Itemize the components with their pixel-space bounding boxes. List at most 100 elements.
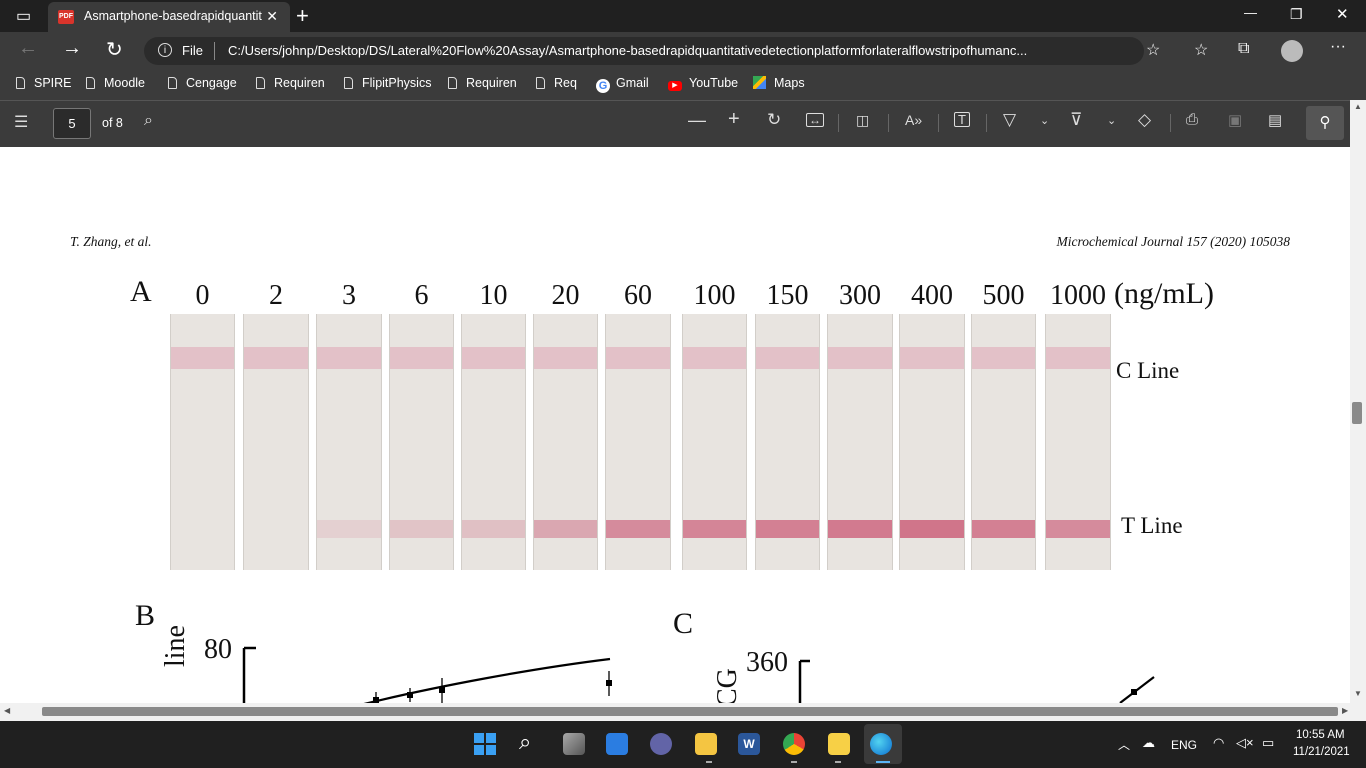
fit-width-icon[interactable]: ↔	[806, 113, 824, 127]
forward-icon[interactable]: →	[62, 37, 82, 59]
teams-chat-icon[interactable]	[650, 733, 672, 755]
bookmark-label: Gmail	[616, 76, 649, 90]
test-line-band	[900, 520, 964, 538]
tab-actions-icon[interactable]: ▭	[16, 8, 32, 25]
erase-icon[interactable]: ◇	[1138, 110, 1152, 129]
zoom-out-icon[interactable]: —	[688, 110, 706, 130]
scroll-left-icon[interactable]: ◀	[4, 706, 11, 715]
favorite-add-icon[interactable]: ☆	[1146, 42, 1161, 59]
bookmark-gmail[interactable]: G Gmail	[596, 76, 649, 93]
close-window-button[interactable]: ✕	[1336, 6, 1349, 23]
start-icon[interactable]	[474, 733, 496, 755]
control-line-band	[683, 347, 746, 369]
minimize-button[interactable]: —	[1244, 5, 1257, 20]
url-text[interactable]: C:/Users/johnp/Desktop/DS/Lateral%20Flow…	[228, 43, 1028, 58]
vertical-scroll-thumb[interactable]	[1352, 402, 1362, 424]
draw-icon[interactable]: ▽	[1003, 110, 1017, 129]
print-icon[interactable]: ⎙	[1186, 111, 1199, 128]
pdf-icon: PDF	[58, 10, 74, 24]
test-strip	[170, 314, 235, 570]
test-line-band	[756, 520, 819, 538]
bookmark-requiren-1[interactable]: Requiren	[256, 76, 325, 90]
bookmark-requiren-2[interactable]: Requiren	[448, 76, 517, 90]
scroll-down-icon[interactable]: ▼	[1354, 689, 1362, 698]
page-number-input[interactable]: 5	[53, 108, 91, 139]
test-strip	[389, 314, 454, 570]
vertical-scrollbar[interactable]	[1350, 100, 1366, 703]
test-line-band	[606, 520, 670, 538]
pin-toolbar-icon[interactable]: ⚲	[1306, 106, 1344, 140]
sticky-notes-icon[interactable]	[828, 733, 850, 755]
bookmark-cengage[interactable]: Cengage	[168, 76, 237, 90]
save-as-icon[interactable]: ▤	[1268, 112, 1283, 129]
favorites-icon[interactable]: ☆	[1194, 42, 1209, 59]
test-line-band	[828, 520, 892, 538]
onedrive-icon[interactable]: ☁	[1142, 735, 1155, 750]
add-text-icon[interactable]: T	[954, 112, 970, 127]
more-menu-icon[interactable]: ···	[1330, 38, 1346, 55]
test-strip	[971, 314, 1036, 570]
bookmark-moodle[interactable]: Moodle	[86, 76, 145, 90]
panel-b-ytick: 80	[204, 634, 232, 665]
contents-icon[interactable]: ☰	[14, 114, 29, 131]
wifi-icon[interactable]: ◠	[1213, 735, 1225, 750]
collections-icon[interactable]: ⧉	[1238, 40, 1250, 57]
new-tab-button[interactable]: +	[296, 3, 309, 28]
scroll-up-icon[interactable]: ▲	[1354, 102, 1362, 111]
concentration-label: 20	[551, 280, 580, 311]
refresh-icon[interactable]: ↻	[106, 39, 123, 61]
search-icon[interactable]: ⌕	[144, 112, 153, 129]
save-icon[interactable]: ▣	[1228, 112, 1243, 129]
browser-tab[interactable]: PDF Asmartphone-basedrapidquantit ✕	[48, 2, 290, 32]
read-aloud-icon[interactable]: A»	[905, 112, 923, 128]
word-icon[interactable]: W	[738, 733, 760, 755]
edge-icon[interactable]	[870, 733, 892, 755]
clock-time[interactable]: 10:55 AM	[1296, 729, 1345, 741]
bookmark-label: Cengage	[186, 76, 237, 90]
page-icon	[86, 77, 95, 89]
clock-date[interactable]: 11/21/2021	[1293, 746, 1350, 758]
search-icon[interactable]: ⌕	[519, 729, 532, 754]
draw-options-chevron-icon[interactable]: ⌄	[1040, 115, 1050, 127]
rotate-icon[interactable]: ↻	[767, 110, 782, 129]
panel-b-plot	[242, 646, 612, 703]
page-view-icon[interactable]: ◫	[856, 112, 870, 128]
bookmark-spire[interactable]: SPIRE	[16, 76, 72, 90]
address-bar[interactable]: i File C:/Users/johnp/Desktop/DS/Lateral…	[144, 37, 1144, 65]
test-strip	[682, 314, 747, 570]
bookmark-req[interactable]: Req	[536, 76, 577, 90]
running-indicator	[835, 761, 841, 763]
highlight-icon[interactable]: ⊽	[1070, 110, 1083, 129]
toolbar-divider	[838, 114, 839, 132]
file-explorer-icon[interactable]	[695, 733, 717, 755]
bookmark-label: Moodle	[104, 76, 145, 90]
panel-c-point	[1131, 689, 1137, 695]
profile-avatar[interactable]	[1281, 40, 1303, 62]
language-indicator[interactable]: ENG	[1171, 738, 1198, 752]
widgets-icon[interactable]	[606, 733, 628, 755]
bookmark-flipitphysics[interactable]: FlipitPhysics	[344, 76, 431, 90]
site-info-icon[interactable]: i	[158, 43, 172, 57]
test-line-band	[244, 520, 308, 538]
highlight-options-chevron-icon[interactable]: ⌄	[1107, 115, 1117, 127]
horizontal-scroll-thumb[interactable]	[42, 707, 1338, 716]
zoom-in-icon[interactable]: +	[728, 108, 740, 130]
back-icon[interactable]: ←	[18, 37, 38, 59]
task-view-icon[interactable]	[563, 733, 585, 755]
address-divider	[214, 42, 215, 60]
scroll-right-icon[interactable]: ▶	[1342, 706, 1349, 715]
chrome-icon[interactable]	[783, 733, 805, 755]
toolbar-divider	[1170, 114, 1171, 132]
t-line-label: T Line	[1121, 513, 1183, 538]
bookmark-label: Requiren	[466, 76, 517, 90]
bookmark-maps[interactable]: Maps	[753, 76, 805, 90]
running-indicator	[876, 761, 890, 763]
battery-icon[interactable]: ▭	[1262, 735, 1275, 750]
restore-button[interactable]: ❐	[1290, 6, 1303, 22]
tab-close-button[interactable]: ✕	[266, 8, 278, 24]
bookmark-youtube[interactable]: ▶ YouTube	[668, 76, 738, 91]
volume-icon[interactable]: ◁×	[1236, 735, 1254, 750]
control-line-band	[828, 347, 892, 369]
test-line-band	[683, 520, 746, 538]
chevron-up-icon[interactable]: ︿	[1118, 738, 1131, 752]
